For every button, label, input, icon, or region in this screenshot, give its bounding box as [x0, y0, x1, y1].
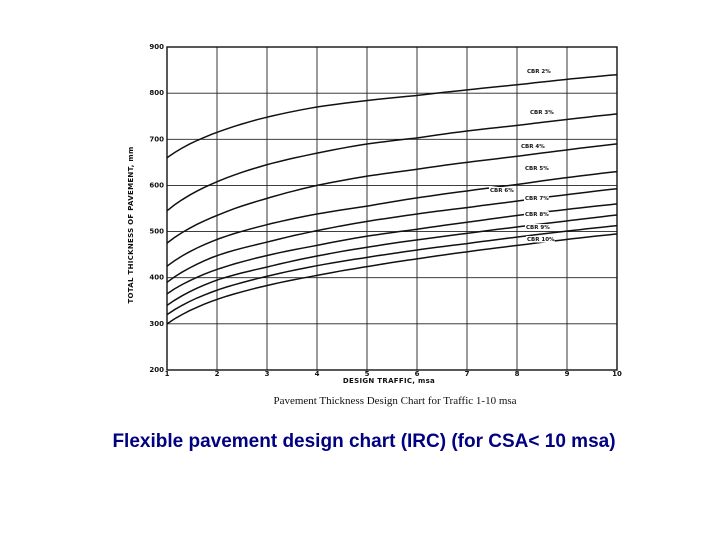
cbr-curves [166, 73, 618, 325]
cbr-label-background [525, 224, 550, 231]
cbr-label-background [520, 143, 545, 150]
x-tick-label: 3 [265, 370, 270, 378]
y-tick-label: 900 [149, 43, 164, 51]
chart-title: Pavement Thickness Design Chart for Traf… [273, 395, 516, 407]
cbr-label-background [524, 211, 549, 218]
cbr-curve-label: CBR 3% [530, 110, 554, 116]
x-tick-label: 8 [515, 370, 520, 378]
cbr-label-background [524, 195, 549, 202]
pavement-design-chart: CBR 2% CBR 3% CBR 4% CBR 5% CBR 6% CBR 7% CBR … [127, 43, 622, 407]
plot-frame [166, 46, 618, 371]
x-tick-label: 2 [215, 370, 220, 378]
cbr-curve [166, 73, 618, 159]
cbr-curve-label: CBR 8% [525, 212, 549, 218]
x-tick-label: 9 [565, 370, 570, 378]
y-tick-label: 700 [149, 135, 164, 143]
axis-ticks: 1 2 3 4 5 6 7 8 9 10 200 300 400 500 600 700 800 900 [149, 43, 622, 378]
cbr-curve [166, 224, 618, 316]
cbr-curve [166, 113, 618, 212]
y-tick-label: 300 [149, 320, 164, 328]
cbr-curve [166, 143, 618, 244]
y-axis-title: TOTAL THICKNESS OF PAVEMENT, mm [127, 146, 135, 303]
cbr-curve-label: CBR 2% [527, 69, 551, 75]
cbr-label-background [526, 236, 555, 243]
x-tick-label: 10 [612, 370, 622, 378]
y-tick-label: 200 [149, 366, 164, 374]
x-axis-title: DESIGN TRAFFIC, msa [343, 377, 435, 385]
cbr-curve [166, 233, 618, 325]
y-tick-label: 600 [149, 181, 164, 189]
cbr-curve [166, 214, 618, 307]
cbr-curve-label: CBR 9% [526, 225, 550, 231]
cbr-curve-label: CBR 5% [525, 166, 549, 172]
y-tick-label: 500 [149, 228, 164, 236]
cbr-curve [166, 187, 618, 283]
y-tick-label: 800 [149, 89, 164, 97]
cbr-curve-label: CBR 7% [525, 196, 549, 202]
cbr-curve [166, 170, 618, 267]
slide-caption: Flexible pavement design chart (IRC) (fo… [112, 431, 616, 452]
cbr-curve-label: CBR 6% [490, 188, 514, 194]
x-tick-label: 5 [365, 370, 370, 378]
x-tick-label: 1 [165, 370, 170, 378]
x-tick-label: 4 [315, 370, 320, 378]
x-tick-label: 7 [465, 370, 470, 378]
cbr-label-background [524, 165, 549, 172]
x-tick-label: 6 [415, 370, 420, 378]
cbr-label-background [489, 187, 514, 194]
cbr-label-background [529, 109, 554, 116]
cbr-curve-labels: CBR 2% CBR 3% CBR 4% CBR 5% CBR 6% CBR 7% CBR … [489, 68, 555, 243]
cbr-label-background [526, 68, 551, 75]
grid [166, 46, 618, 371]
y-tick-label: 400 [149, 274, 164, 282]
cbr-curve-label: CBR 4% [521, 144, 545, 150]
cbr-curve-label: CBR 10% [527, 237, 555, 243]
